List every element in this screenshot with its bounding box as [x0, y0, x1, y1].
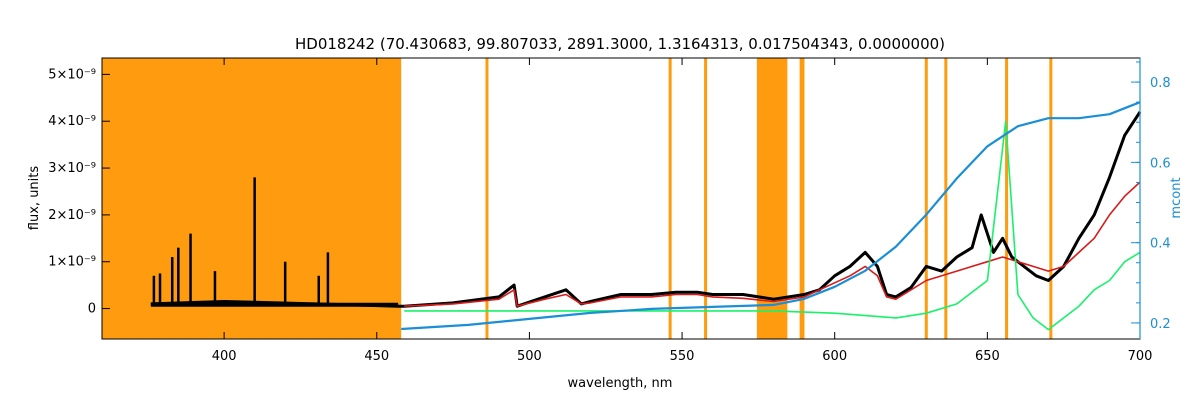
- mask-line: [668, 58, 672, 339]
- mask-line: [1049, 58, 1053, 339]
- chart-title: HD018242 (70.430683, 99.807033, 2891.300…: [295, 35, 945, 53]
- y2-tick-label: 0.2: [1150, 317, 1171, 332]
- axes: 400 450 500 550 600 650 700 0 1×10⁻⁹ 2×10⁻⁹ 3×10⁻⁹…: [48, 58, 1171, 364]
- x-tick-label: 550: [670, 349, 695, 364]
- y-tick-label: 2×10⁻⁹: [48, 208, 96, 223]
- mask-line: [704, 58, 708, 339]
- x-tick-label: 500: [517, 349, 542, 364]
- y-tick-label: 5×10⁻⁹: [48, 67, 96, 82]
- y-axis-title: flux, units: [27, 166, 42, 231]
- mask-line: [485, 58, 489, 339]
- x-tick-label: 600: [822, 349, 847, 364]
- series-continuum: [401, 101, 1141, 331]
- mask-line: [924, 58, 928, 339]
- y2-tick-label: 0.6: [1150, 156, 1171, 171]
- y2-tick-label: 0.4: [1150, 237, 1171, 252]
- y2-tick-label: 0.8: [1150, 76, 1171, 91]
- y-tick-label: 3×10⁻⁹: [48, 161, 96, 176]
- masked-region: [756, 58, 788, 339]
- x-tick-label: 650: [975, 349, 1000, 364]
- mask-line: [944, 58, 948, 339]
- y-tick-label: 1×10⁻⁹: [48, 255, 96, 270]
- masked-regions: [102, 58, 1053, 339]
- mask-line: [801, 58, 805, 339]
- mask-line: [799, 58, 803, 339]
- y-tick-label: 0: [88, 302, 96, 317]
- series-model: [404, 181, 1141, 307]
- data-series: [150, 101, 1142, 331]
- masked-region: [102, 58, 402, 339]
- mask-line: [1005, 58, 1009, 339]
- x-tick-label: 700: [1128, 349, 1153, 364]
- x-tick-label: 400: [212, 349, 237, 364]
- x-axis-title: wavelength, nm: [568, 376, 673, 391]
- x-tick-label: 450: [364, 349, 389, 364]
- y-tick-label: 4×10⁻⁹: [48, 114, 96, 129]
- y2-axis-title: mcont: [1169, 177, 1184, 218]
